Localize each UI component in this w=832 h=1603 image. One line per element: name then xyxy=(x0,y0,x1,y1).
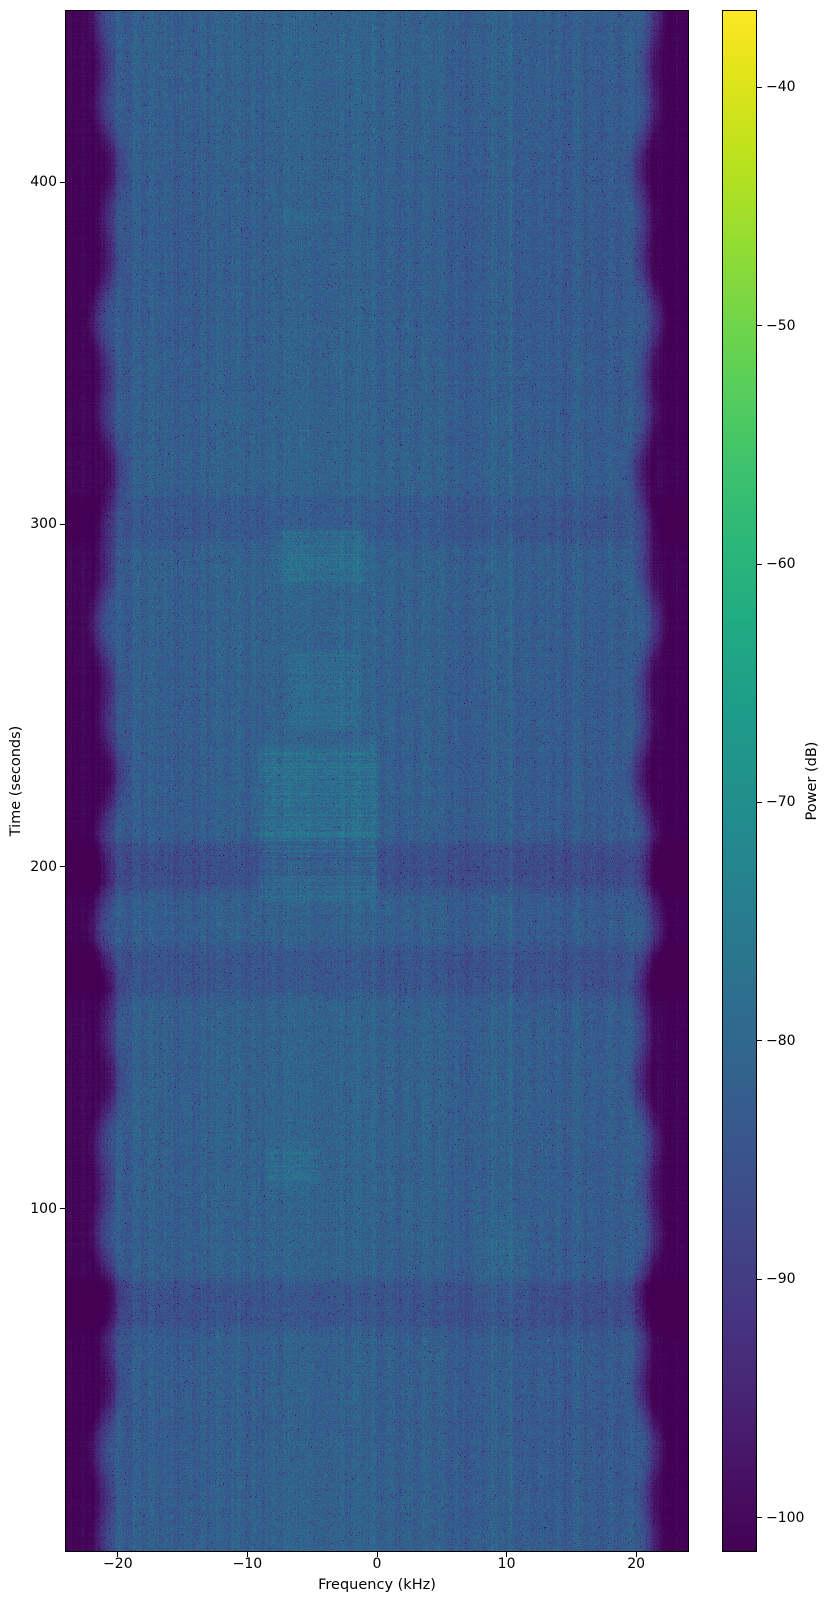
colorbar-tick-label: −100 xyxy=(766,1509,805,1526)
y-tick-mark xyxy=(60,523,65,525)
x-tick-mark xyxy=(635,1552,637,1557)
y-tick-mark xyxy=(60,1208,65,1210)
x-tick-label: −10 xyxy=(232,1556,263,1572)
y-tick-mark xyxy=(60,181,65,183)
colorbar-tick-mark xyxy=(757,563,762,565)
x-tick-label: 10 xyxy=(497,1556,516,1572)
x-tick-label: 20 xyxy=(627,1556,646,1572)
y-axis-label: Time (seconds) xyxy=(8,725,24,837)
y-tick-label: 200 xyxy=(30,858,57,875)
colorbar-tick-label: −40 xyxy=(766,79,796,96)
x-tick-mark xyxy=(117,1552,119,1557)
colorbar-tick-label: −60 xyxy=(766,556,796,573)
colorbar-tick-mark xyxy=(757,325,762,327)
x-tick-mark xyxy=(506,1552,508,1557)
colorbar-tick-label: −50 xyxy=(766,317,796,334)
colorbar-tick-mark xyxy=(757,86,762,88)
spectrogram-plot-area xyxy=(65,10,689,1552)
colorbar xyxy=(722,10,757,1552)
x-axis-label: Frequency (kHz) xyxy=(318,1577,436,1593)
colorbar-tick-mark xyxy=(757,801,762,803)
x-tick-label: −20 xyxy=(103,1556,133,1572)
colorbar-label: Power (dB) xyxy=(804,741,820,821)
colorbar-tick-label: −90 xyxy=(766,1271,796,1288)
spectrogram-heatmap-canvas xyxy=(66,11,688,1551)
colorbar-tick-mark xyxy=(757,1517,762,1519)
y-tick-label: 300 xyxy=(30,516,57,533)
y-tick-label: 400 xyxy=(30,174,57,191)
x-tick-mark xyxy=(246,1552,248,1557)
x-tick-label: 0 xyxy=(372,1556,382,1572)
colorbar-tick-mark xyxy=(757,1040,762,1042)
y-tick-label: 100 xyxy=(30,1200,57,1217)
colorbar-tick-label: −70 xyxy=(766,794,796,811)
colorbar-tick-label: −80 xyxy=(766,1032,796,1049)
colorbar-tick-mark xyxy=(757,1278,762,1280)
x-tick-mark xyxy=(376,1552,378,1557)
y-tick-mark xyxy=(60,866,65,868)
